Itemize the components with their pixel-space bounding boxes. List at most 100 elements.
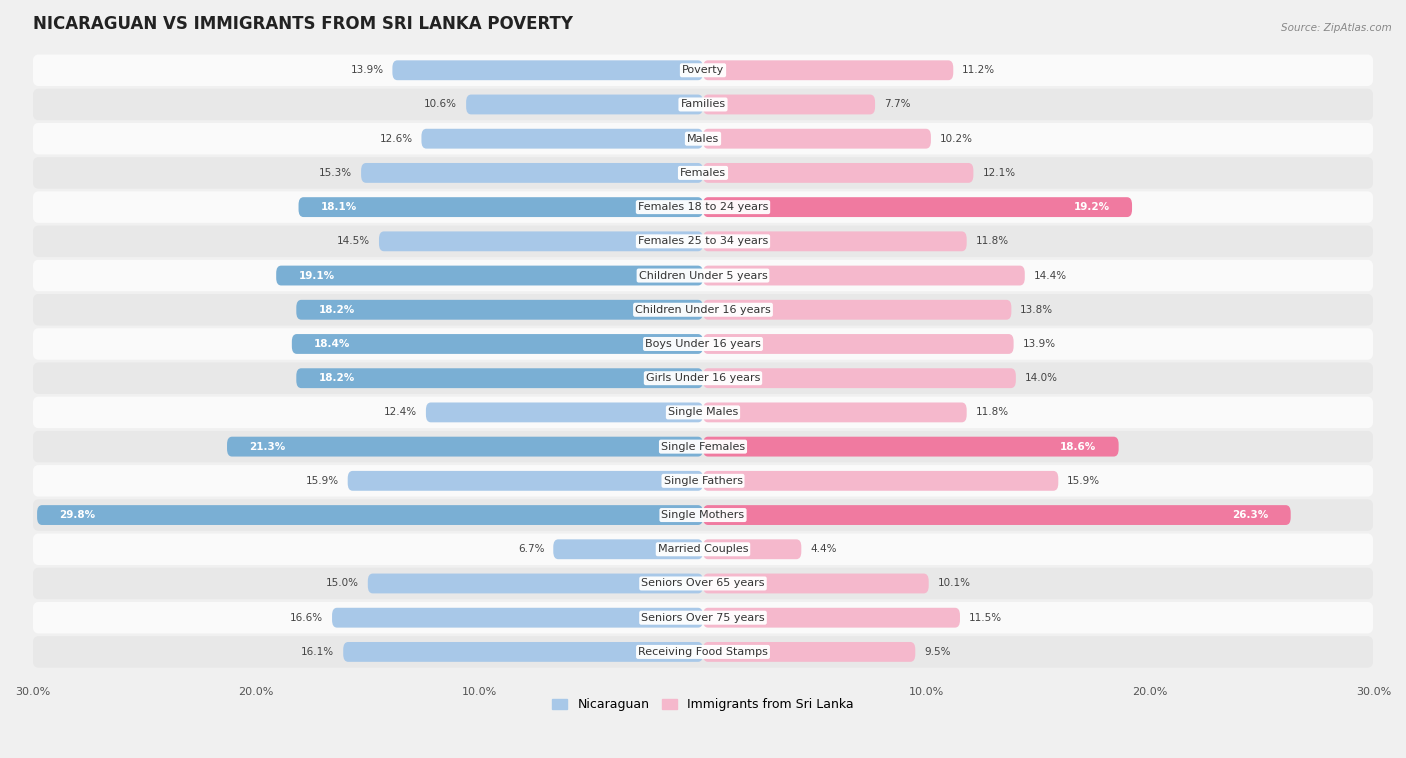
FancyBboxPatch shape: [32, 157, 1374, 189]
Text: Married Couples: Married Couples: [658, 544, 748, 554]
FancyBboxPatch shape: [298, 197, 703, 217]
Text: Receiving Food Stamps: Receiving Food Stamps: [638, 647, 768, 657]
Text: 18.4%: 18.4%: [314, 339, 350, 349]
Text: Girls Under 16 years: Girls Under 16 years: [645, 373, 761, 384]
FancyBboxPatch shape: [32, 568, 1374, 600]
FancyBboxPatch shape: [32, 89, 1374, 121]
FancyBboxPatch shape: [332, 608, 703, 628]
Text: Females 18 to 24 years: Females 18 to 24 years: [638, 202, 768, 212]
Text: Single Males: Single Males: [668, 407, 738, 418]
Text: 13.8%: 13.8%: [1021, 305, 1053, 315]
FancyBboxPatch shape: [32, 123, 1374, 155]
FancyBboxPatch shape: [347, 471, 703, 490]
Text: 10.1%: 10.1%: [938, 578, 970, 588]
FancyBboxPatch shape: [703, 61, 953, 80]
Text: Children Under 5 years: Children Under 5 years: [638, 271, 768, 280]
Text: 18.6%: 18.6%: [1060, 442, 1097, 452]
FancyBboxPatch shape: [32, 534, 1374, 565]
Text: 18.2%: 18.2%: [319, 373, 354, 384]
Text: Boys Under 16 years: Boys Under 16 years: [645, 339, 761, 349]
FancyBboxPatch shape: [368, 574, 703, 594]
FancyBboxPatch shape: [297, 368, 703, 388]
Text: NICARAGUAN VS IMMIGRANTS FROM SRI LANKA POVERTY: NICARAGUAN VS IMMIGRANTS FROM SRI LANKA …: [32, 15, 572, 33]
Text: Families: Families: [681, 99, 725, 109]
Text: 13.9%: 13.9%: [1022, 339, 1056, 349]
FancyBboxPatch shape: [32, 328, 1374, 360]
Text: 19.1%: 19.1%: [298, 271, 335, 280]
Text: Females 25 to 34 years: Females 25 to 34 years: [638, 236, 768, 246]
FancyBboxPatch shape: [467, 95, 703, 114]
Text: 21.3%: 21.3%: [249, 442, 285, 452]
FancyBboxPatch shape: [703, 129, 931, 149]
FancyBboxPatch shape: [703, 540, 801, 559]
FancyBboxPatch shape: [703, 265, 1025, 286]
Text: Single Mothers: Single Mothers: [661, 510, 745, 520]
FancyBboxPatch shape: [703, 163, 973, 183]
FancyBboxPatch shape: [32, 431, 1374, 462]
FancyBboxPatch shape: [292, 334, 703, 354]
Text: Single Fathers: Single Fathers: [664, 476, 742, 486]
FancyBboxPatch shape: [32, 55, 1374, 86]
FancyBboxPatch shape: [703, 437, 1119, 456]
Text: 12.6%: 12.6%: [380, 133, 412, 144]
Text: 26.3%: 26.3%: [1232, 510, 1268, 520]
FancyBboxPatch shape: [703, 197, 1132, 217]
Text: 11.5%: 11.5%: [969, 612, 1002, 622]
Text: 15.9%: 15.9%: [1067, 476, 1101, 486]
Text: Females: Females: [681, 168, 725, 178]
FancyBboxPatch shape: [361, 163, 703, 183]
Text: 11.2%: 11.2%: [962, 65, 995, 75]
FancyBboxPatch shape: [703, 334, 1014, 354]
Text: 14.0%: 14.0%: [1025, 373, 1057, 384]
FancyBboxPatch shape: [226, 437, 703, 456]
Text: 13.9%: 13.9%: [350, 65, 384, 75]
Text: Children Under 16 years: Children Under 16 years: [636, 305, 770, 315]
FancyBboxPatch shape: [32, 226, 1374, 257]
FancyBboxPatch shape: [703, 300, 1011, 320]
Text: 29.8%: 29.8%: [59, 510, 96, 520]
FancyBboxPatch shape: [703, 642, 915, 662]
FancyBboxPatch shape: [703, 574, 929, 594]
FancyBboxPatch shape: [32, 260, 1374, 291]
Text: Males: Males: [688, 133, 718, 144]
Text: 18.2%: 18.2%: [319, 305, 354, 315]
Text: 19.2%: 19.2%: [1074, 202, 1109, 212]
Text: 16.1%: 16.1%: [301, 647, 335, 657]
Text: Seniors Over 75 years: Seniors Over 75 years: [641, 612, 765, 622]
Text: 4.4%: 4.4%: [810, 544, 837, 554]
FancyBboxPatch shape: [343, 642, 703, 662]
FancyBboxPatch shape: [703, 608, 960, 628]
Text: Single Females: Single Females: [661, 442, 745, 452]
FancyBboxPatch shape: [32, 602, 1374, 634]
Text: 15.9%: 15.9%: [305, 476, 339, 486]
FancyBboxPatch shape: [703, 505, 1291, 525]
Text: 7.7%: 7.7%: [884, 99, 911, 109]
FancyBboxPatch shape: [703, 231, 967, 251]
FancyBboxPatch shape: [37, 505, 703, 525]
Text: 12.4%: 12.4%: [384, 407, 418, 418]
Legend: Nicaraguan, Immigrants from Sri Lanka: Nicaraguan, Immigrants from Sri Lanka: [547, 694, 859, 716]
FancyBboxPatch shape: [32, 396, 1374, 428]
FancyBboxPatch shape: [276, 265, 703, 286]
FancyBboxPatch shape: [380, 231, 703, 251]
FancyBboxPatch shape: [554, 540, 703, 559]
Text: 18.1%: 18.1%: [321, 202, 357, 212]
Text: 15.0%: 15.0%: [326, 578, 359, 588]
Text: 11.8%: 11.8%: [976, 407, 1008, 418]
Text: Seniors Over 65 years: Seniors Over 65 years: [641, 578, 765, 588]
Text: 16.6%: 16.6%: [290, 612, 323, 622]
FancyBboxPatch shape: [32, 636, 1374, 668]
FancyBboxPatch shape: [703, 471, 1059, 490]
Text: 14.5%: 14.5%: [337, 236, 370, 246]
FancyBboxPatch shape: [392, 61, 703, 80]
Text: 14.4%: 14.4%: [1033, 271, 1067, 280]
FancyBboxPatch shape: [32, 500, 1374, 531]
Text: Source: ZipAtlas.com: Source: ZipAtlas.com: [1281, 23, 1392, 33]
FancyBboxPatch shape: [32, 362, 1374, 394]
Text: 9.5%: 9.5%: [924, 647, 950, 657]
Text: 10.2%: 10.2%: [939, 133, 973, 144]
FancyBboxPatch shape: [422, 129, 703, 149]
FancyBboxPatch shape: [703, 402, 967, 422]
Text: 11.8%: 11.8%: [976, 236, 1008, 246]
FancyBboxPatch shape: [703, 95, 875, 114]
